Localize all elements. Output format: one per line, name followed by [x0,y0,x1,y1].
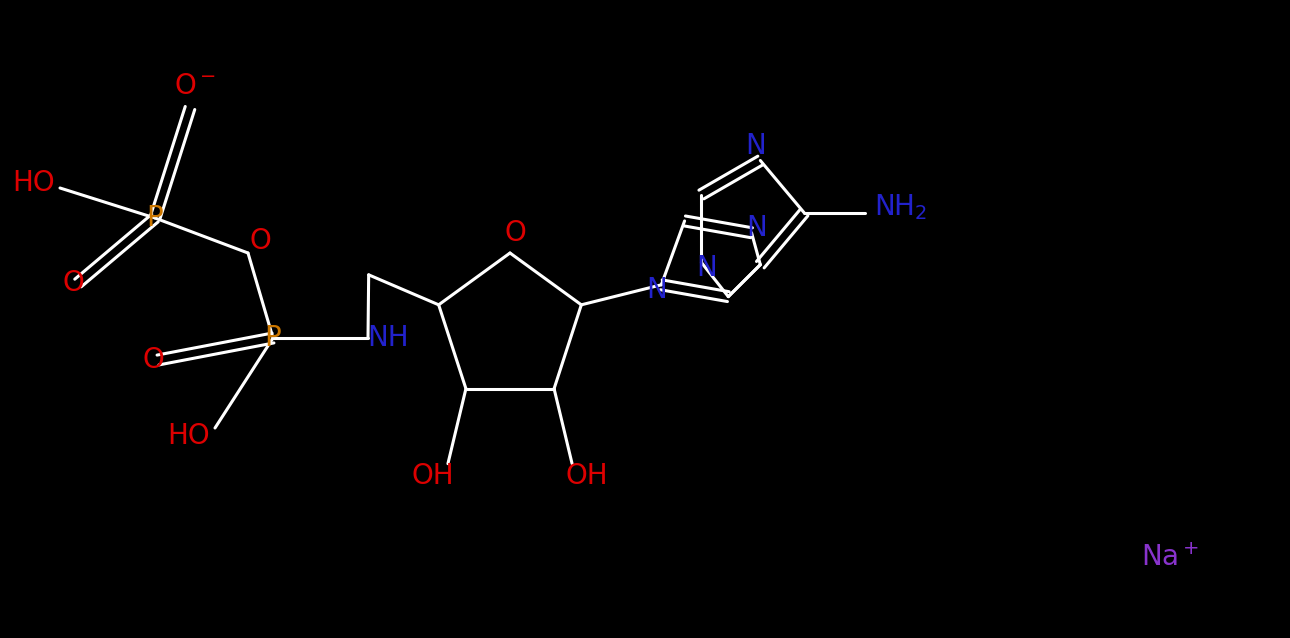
Text: N: N [744,131,766,160]
Text: N: N [697,253,717,281]
Text: OH: OH [412,462,454,490]
Text: O$^-$: O$^-$ [174,72,217,100]
Text: O: O [504,219,526,247]
Text: HO: HO [168,422,210,450]
Text: N: N [646,276,667,304]
Text: OH: OH [566,462,609,490]
Text: N: N [746,214,768,242]
Text: O: O [62,269,84,297]
Text: P: P [264,324,281,352]
Text: Na$^+$: Na$^+$ [1140,544,1200,572]
Text: O: O [249,227,271,255]
Text: NH: NH [368,324,409,352]
Text: HO: HO [13,169,55,197]
Text: NH$_2$: NH$_2$ [873,193,928,223]
Text: O: O [142,346,164,374]
Text: P: P [147,204,164,232]
